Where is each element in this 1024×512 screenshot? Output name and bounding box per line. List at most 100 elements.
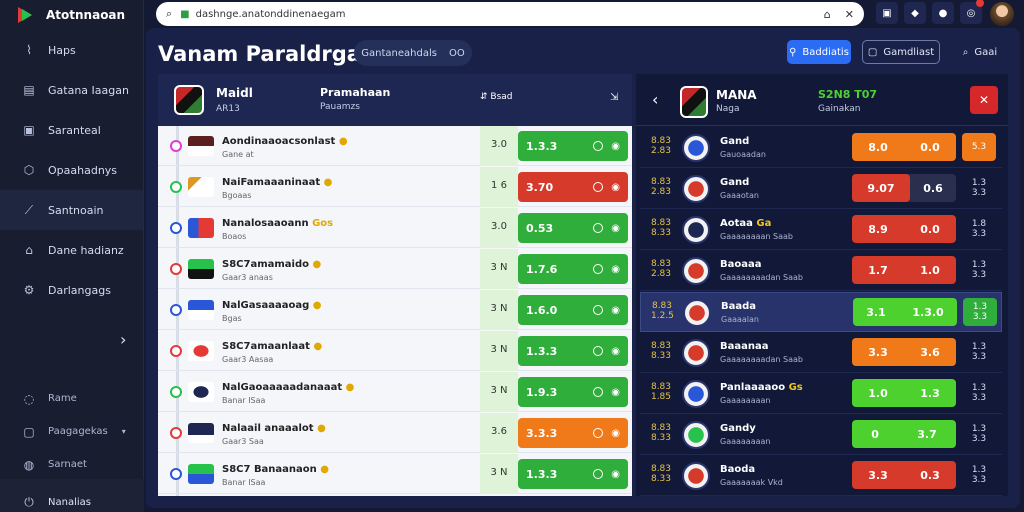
odds-button[interactable]: 3.1 1.3.0 [853,298,957,326]
sidebar-item[interactable]: ▣ Saranteal [0,110,143,150]
team-flag-icon [188,136,214,156]
info-icon: ◉ [611,427,620,439]
detail-row[interactable]: 8.83 2.83 Gand Gaaaotan 9.07 0.6 1.3 3.3 [640,169,1002,209]
sidebar-bottom-item[interactable]: ▢ Paagagekas ▾ [0,415,144,448]
status-dot [170,386,182,398]
odds-button[interactable]: 1.9.3 ◉ [518,377,628,407]
brand[interactable]: Atotnnaoan [0,0,143,30]
sidebar-item-label: Paagagekas [48,426,108,437]
chevron-right-icon[interactable]: › [120,330,127,349]
sort-column[interactable]: ⇵ Bsad [480,92,513,102]
match-row[interactable]: Aondinaaoacsonlast ● Gane at 3.0 1.3.3 ◉ [158,126,632,166]
detail-row[interactable]: 8.83 8.33 Baoda Gaaaaaaak Vkd 3.3 0.3 1.3… [640,456,1002,496]
notification-icon[interactable]: ◎ [960,0,984,24]
bookmark-icon[interactable]: ⌂ [823,7,831,21]
sports-icon[interactable]: ▣ [876,2,898,24]
extra-odds[interactable]: 1.8 3.3 [971,219,987,239]
back-icon[interactable]: ‹ [652,90,659,109]
odds-button[interactable]: 1.7.6 ◉ [518,254,628,284]
extra-odds[interactable]: 1.3 3.3 [971,465,987,485]
sidebar-item[interactable]: ⌂ Dane hadianz [0,230,143,270]
match-name: Nanalosaaoann Gos [222,218,334,229]
extra-odds[interactable]: 1.3 3.3 [971,383,987,403]
match-row[interactable]: S8C7 Banaanaon ● Banar ISaa 3 N 1.3.3 ◉ [158,454,632,494]
address-bar[interactable]: ⌕ ■ dashnge.anatonddinenaegam ⌂ ✕ [156,2,864,26]
extra-odds[interactable]: 1.3 3.3 [971,178,987,198]
odds-button[interactable]: 3.3 0.3 [852,461,956,489]
toggle-icon [593,223,604,233]
shield-icon: ⬡ [23,163,35,177]
odds-button[interactable]: 1.7 1.0 [852,256,956,284]
sidebar-item[interactable]: ⬡ Opaahadnys [0,150,143,190]
odds-button[interactable]: 1.3.3 ◉ [518,459,628,489]
match-row[interactable]: S8C7amamaido ● Gaar3 anaas 3 N 1.7.6 ◉ [158,249,632,289]
primary-button[interactable]: ⚲ Baddiatis [787,40,851,64]
detail-row[interactable]: 8.83 8.33 Aotaa Ga Gaaaaaaaan Saab 8.9 0.… [640,210,1002,250]
extra-odds[interactable]: 1.3 3.3 [971,260,987,280]
match-score: 1 6 [491,180,507,191]
sidebar-item-label: Sarnaet [48,459,87,470]
brand-name: Atotnnaoan [46,8,126,22]
header-col2: Pramahaan [320,86,391,99]
team-crest-icon [174,85,204,115]
gamepad-icon[interactable]: ● [932,2,954,24]
detail-row[interactable]: 8.83 1.85 Panlaaaaoo Gs Gaaaaaaaan 1.0 1.… [640,374,1002,414]
odds-button[interactable]: 1.0 1.3 [852,379,956,407]
team-flag-icon [188,218,214,238]
header-team-sub: AR13 [216,104,240,114]
detail-name: Gandy [720,423,756,434]
sidebar-item-label: Nanalias [48,496,91,508]
odds-button[interactable]: 0 3.7 [852,420,956,448]
odds-button[interactable]: 0.53 ◉ [518,213,628,243]
extra-odds[interactable]: 5.3 [962,133,996,161]
odds-button[interactable]: 3.3.3 ◉ [518,418,628,448]
header-team: Maidl [216,86,253,100]
detail-row[interactable]: 8.83 8.33 Gandy Gaaaaaaaan 0 3.7 1.3 3.3 [640,415,1002,455]
score-cell [480,331,518,371]
subtag-pill[interactable]: Gantaneahdals OO [354,40,472,66]
extensions-icon[interactable]: ✕ [844,7,854,21]
detail-row[interactable]: 8.83 8.33 Baaanaa Gaaaaaaaadan Saab 3.3 3… [640,333,1002,373]
odds-button[interactable]: 1.3.3 ◉ [518,336,628,366]
secondary-button[interactable]: ▢ Gamdliast [862,40,940,64]
close-icon[interactable]: ✕ [970,86,998,114]
odds-home: 8.9 [868,222,888,236]
extra-odds[interactable]: 1.3 3.3 [971,342,987,362]
odds-button[interactable]: 8.0 0.0 [852,133,956,161]
sidebar-item[interactable]: ⟋ Santnoain [0,190,143,230]
match-row[interactable]: NaiFamaaaninaat ● Bgoaas 1 6 3.70 ◉ [158,167,632,207]
pin-icon[interactable]: ◆ [904,2,926,24]
sidebar-item[interactable]: ⚙ Darlangags [0,270,143,310]
sidebar-item[interactable]: ▤ Gatana Iaagan [0,70,143,110]
match-row[interactable]: NalGasaaaaoag ● Bgas 3 N 1.6.0 ◉ [158,290,632,330]
search-button[interactable]: ⌕ Gaai [952,40,1008,64]
match-row[interactable]: Nanalosaaoann Gos Boaos 3.0 0.53 ◉ [158,208,632,248]
sidebar-item[interactable]: ⌇ Haps [0,30,143,70]
match-row[interactable]: NalGaoaaaaadanaaat ● Banar ISaa 3 N 1.9.… [158,372,632,412]
odds-away: 1.0 [920,263,940,277]
odds-button[interactable]: 3.70 ◉ [518,172,628,202]
team-badge-icon [683,299,711,327]
match-row[interactable]: S8C7amaanlaat ● Gaar3 Aasaa 3 N 1.3.3 ◉ [158,331,632,371]
odds-button[interactable]: 8.9 0.0 [852,215,956,243]
avatar[interactable] [990,2,1014,26]
detail-row[interactable]: 8.83 1.2.5 Baada Gaaaalan 3.1 1.3.0 1.3 3… [640,292,1002,332]
sidebar-bottom-item[interactable]: ◌ Rame [0,382,144,415]
extra-odds[interactable]: 1.3 3.3 [963,298,997,326]
odds-home: 1.7 [868,263,888,277]
odds-button[interactable]: 1.6.0 ◉ [518,295,628,325]
collapse-icon[interactable]: ⇲ [610,92,619,103]
extra-odds[interactable]: 1.3 3.3 [971,424,987,444]
toggle-icon [593,264,604,274]
odds-button[interactable]: 9.07 0.6 [852,174,956,202]
match-row[interactable]: Nalaail anaaalot ● Gaar3 Saa 3.6 3.3.3 ◉ [158,413,632,453]
sort-icon: ⇵ [480,92,491,102]
detail-sub: Gaaaaaaaadan Saab [720,273,803,282]
match-name: NalGasaaaaoag ● [222,300,322,311]
odds-button[interactable]: 1.3.3 ◉ [518,131,628,161]
sidebar-bottom-item[interactable]: ◍ Sarnaet [0,448,144,481]
sidebar-bottom-item[interactable]: ⏻ Nanalias [0,479,144,512]
detail-row[interactable]: 8.83 2.83 Gand Gauoaadan 8.0 0.0 5.3 [640,128,1002,168]
detail-row[interactable]: 8.83 2.83 Baoaaa Gaaaaaaaadan Saab 1.7 1.… [640,251,1002,291]
odds-button[interactable]: 3.3 3.6 [852,338,956,366]
